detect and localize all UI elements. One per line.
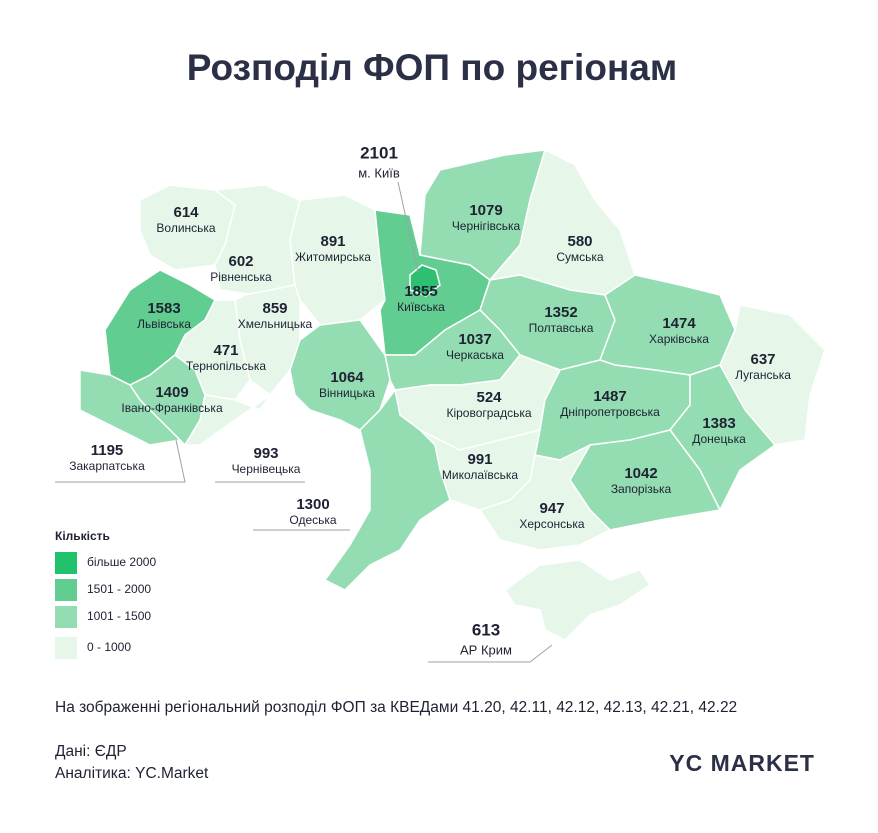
legend-title: Кількість (55, 529, 110, 543)
region-value: 947 (539, 500, 564, 517)
legend-swatch (55, 606, 77, 628)
region-name: Хмельницька (238, 317, 313, 331)
region-name: Волинська (156, 221, 216, 235)
analytics: Аналітика: YC.Market (55, 765, 209, 782)
region (669, 364, 777, 512)
region-name: Вінницька (319, 386, 375, 400)
region-value: 580 (567, 233, 592, 250)
region-value: 1352 (544, 304, 577, 321)
region-name: Запорізька (611, 482, 672, 496)
region-value: 602 (228, 253, 253, 270)
region-value: 1583 (147, 300, 180, 317)
region-value: 2101 (360, 143, 398, 162)
region-value: 991 (467, 451, 492, 468)
region-value: 1079 (469, 202, 502, 219)
region-value: 1195 (91, 442, 124, 459)
region-name: Закарпатська (69, 459, 145, 473)
region-value: 1487 (593, 388, 626, 405)
region-value: 859 (262, 300, 287, 317)
region-value: 471 (213, 342, 238, 359)
region (478, 443, 612, 551)
region-value: 1042 (624, 465, 657, 482)
region (323, 388, 451, 591)
legend-label: 1001 - 1500 (87, 609, 151, 623)
region (503, 559, 652, 641)
legend-label: 0 - 1000 (87, 640, 131, 654)
region-name: Чернівецька (232, 462, 301, 476)
region-value: 613 (472, 620, 500, 639)
region-name: Дніпропетровська (560, 405, 660, 419)
region-value: 1300 (296, 496, 329, 513)
leaders (55, 181, 553, 663)
region (183, 394, 271, 446)
region-name: Кіровоградська (446, 406, 531, 420)
region (79, 369, 182, 446)
region-name: АР Крим (460, 642, 512, 657)
region-name: Рівненська (210, 270, 272, 284)
legend-swatch (55, 579, 77, 601)
map (79, 148, 826, 641)
legend: більше 2000 1501 - 2000 1001 - 1500 0 - 100… (55, 552, 156, 659)
region-value: 891 (320, 233, 345, 250)
region-name: Черкаська (446, 348, 504, 362)
region-value: 637 (750, 351, 775, 368)
region-value: 993 (253, 445, 278, 462)
region-value: 1855 (404, 283, 437, 300)
region-name: Одеська (289, 513, 337, 527)
region-name: Львівська (137, 317, 191, 331)
legend-label: 1501 - 2000 (87, 582, 151, 596)
region-value: 1383 (702, 415, 735, 432)
region-value: 1064 (330, 369, 364, 386)
region-value: 1474 (662, 315, 696, 332)
leader-line (397, 181, 419, 273)
region-name: Київська (397, 300, 445, 314)
region-name: Луганська (735, 368, 791, 382)
legend-swatch (55, 637, 77, 659)
region-name: Полтавська (529, 321, 594, 335)
region-name: Донецька (692, 432, 746, 446)
legend-swatch (55, 552, 77, 574)
source: Дані: ЄДР (55, 743, 127, 760)
region (409, 264, 441, 297)
region-name: Івано-Франківська (121, 401, 223, 415)
leader-line (428, 644, 553, 663)
legend-label: більше 2000 (87, 555, 156, 569)
logo: YC MARKET (669, 750, 815, 776)
note: На зображенні регіональний розподіл ФОП … (55, 699, 737, 716)
region-value: 1037 (458, 331, 491, 348)
region-name: м. Київ (358, 165, 400, 180)
region-name: Чернігівська (452, 219, 521, 233)
region-name: Сумська (556, 250, 604, 264)
region-name: Тернопільська (186, 359, 266, 373)
leader-line (55, 439, 186, 483)
region-value: 614 (173, 204, 199, 221)
region-value: 1409 (155, 384, 188, 401)
region-name: Харківська (649, 332, 709, 346)
title: Розподіл ФОП по регіонам (187, 47, 678, 88)
region-name: Миколаївська (442, 468, 519, 482)
region-name: Житомирська (295, 250, 371, 264)
region-value: 524 (476, 389, 502, 406)
region-name: Херсонська (519, 517, 585, 531)
